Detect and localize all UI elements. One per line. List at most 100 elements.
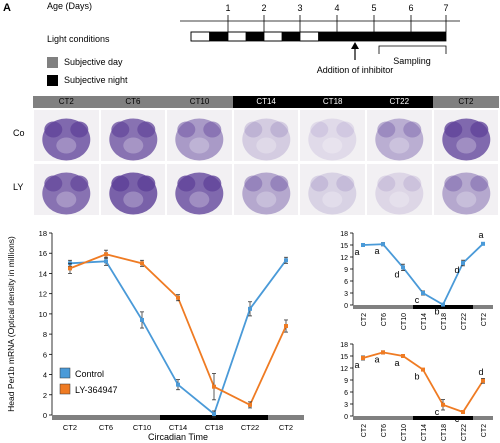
- legend-swatch: [59, 367, 71, 379]
- dark-phase-segment: [374, 32, 411, 41]
- dark-phase-segment: [246, 32, 264, 41]
- larva-head-image: [433, 164, 499, 215]
- day-number: 2: [261, 3, 266, 13]
- larva-head-image: [433, 110, 499, 161]
- significance-letter: a: [374, 246, 379, 256]
- x-tick-label: CT14: [421, 424, 428, 441]
- data-point: [140, 261, 144, 266]
- data-point: [104, 259, 108, 264]
- data-point: [104, 252, 108, 257]
- x-tick-label: CT22: [461, 313, 468, 330]
- y-tick-label: 6: [43, 350, 47, 359]
- subjective-day-band: [353, 305, 413, 309]
- timepoint-header: CT2: [33, 96, 100, 108]
- significance-letter: c: [435, 407, 440, 417]
- x-tick-label: CT10: [133, 423, 151, 432]
- light-phase-segment: [299, 31, 319, 42]
- subjective-day-band: [268, 415, 304, 420]
- x-tick-label: CT2: [63, 423, 77, 432]
- data-point: [381, 242, 385, 247]
- data-point: [361, 356, 365, 360]
- age-label: Age (Days): [47, 1, 93, 11]
- y-tick-label: 18: [340, 231, 348, 238]
- x-tick-label: CT2: [279, 423, 293, 432]
- x-tick-label: CT10: [401, 424, 408, 441]
- timepoint-header: CT2: [432, 96, 500, 108]
- y-tick-label: 6: [344, 279, 348, 286]
- y-tick-label: 18: [39, 229, 47, 238]
- data-point: [140, 317, 144, 322]
- night-legend-label: Subjective night: [64, 75, 128, 85]
- y-tick-label: 9: [344, 267, 348, 274]
- x-axis-title: Circadian Time: [148, 432, 208, 442]
- significance-letter: a: [478, 230, 483, 240]
- series-line: [362, 243, 484, 306]
- significance-letter: b: [434, 307, 439, 317]
- dark-phase-segment: [282, 32, 300, 41]
- data-point: [401, 354, 405, 358]
- x-tick-label: CT22: [241, 423, 259, 432]
- y-tick-label: 0: [344, 303, 348, 310]
- data-point: [421, 367, 425, 372]
- significance-letter: a: [354, 360, 359, 370]
- timepoint-header: CT10: [166, 96, 233, 108]
- larva-head-image: [367, 110, 432, 161]
- data-point: [284, 258, 288, 263]
- significance-letter: c: [455, 414, 460, 424]
- day-number: 4: [334, 3, 339, 13]
- y-tick-label: 6: [344, 390, 348, 397]
- y-tick-label: 12: [340, 255, 348, 262]
- x-tick-label: CT6: [381, 313, 388, 326]
- data-point: [212, 411, 216, 416]
- larva-head-image: [233, 164, 299, 215]
- y-tick-label: 14: [39, 269, 47, 278]
- x-tick-label: CT2: [481, 313, 488, 326]
- legend-label: LY-364947: [75, 385, 118, 395]
- legend-swatch: [59, 383, 71, 395]
- series-line: [362, 351, 484, 414]
- data-point: [481, 241, 485, 246]
- data-point: [248, 306, 252, 311]
- larva-head-image: [300, 164, 365, 215]
- light-conditions-label: Light conditions: [47, 34, 110, 44]
- dark-phase-segment: [411, 32, 446, 41]
- subjective-day-band: [473, 416, 493, 420]
- data-point: [481, 378, 485, 383]
- data-point: [381, 350, 385, 355]
- x-tick-label: CT2: [361, 424, 368, 437]
- data-point: [176, 295, 180, 300]
- data-point: [284, 324, 288, 329]
- larva-head-image: [34, 164, 99, 215]
- data-point: [248, 402, 252, 407]
- y-tick-label: 0: [43, 411, 47, 420]
- subjective-day-band: [473, 305, 493, 309]
- x-tick-label: CT18: [441, 313, 448, 330]
- larva-head-image: [167, 164, 232, 215]
- x-tick-label: CT22: [461, 424, 468, 441]
- light-phase-segment: [227, 31, 247, 42]
- night-legend-swatch: [47, 75, 58, 86]
- sampling-label: Sampling: [393, 56, 431, 66]
- timepoint-header: CT18: [299, 96, 366, 108]
- x-tick-label: CT18: [205, 423, 223, 432]
- subjective-night-band: [413, 416, 473, 420]
- y-tick-label: 4: [43, 371, 47, 380]
- data-point: [401, 265, 405, 270]
- data-point: [461, 410, 465, 414]
- significance-letter: a: [374, 354, 379, 364]
- y-tick-label: 3: [344, 291, 348, 298]
- day-number: 7: [443, 3, 448, 13]
- significance-letter: d: [394, 269, 399, 279]
- data-point: [68, 266, 72, 271]
- x-tick-label: CT14: [169, 423, 187, 432]
- timepoint-header: CT6: [99, 96, 167, 108]
- control-small-chart: 0 3 6 9 12 15 18 CT2 CT6 CT10 CT14 CT18 CT22 CT2 a a d c b…: [340, 230, 493, 330]
- larva-head-image: [100, 110, 166, 161]
- x-tick-label: CT18: [441, 424, 448, 441]
- significance-letter: b: [414, 372, 419, 382]
- subjective-night-band: [160, 415, 268, 420]
- row-label: LY: [13, 182, 24, 192]
- day-number: 6: [408, 3, 413, 13]
- day-number: 5: [371, 3, 376, 13]
- y-tick-label: 10: [39, 310, 47, 319]
